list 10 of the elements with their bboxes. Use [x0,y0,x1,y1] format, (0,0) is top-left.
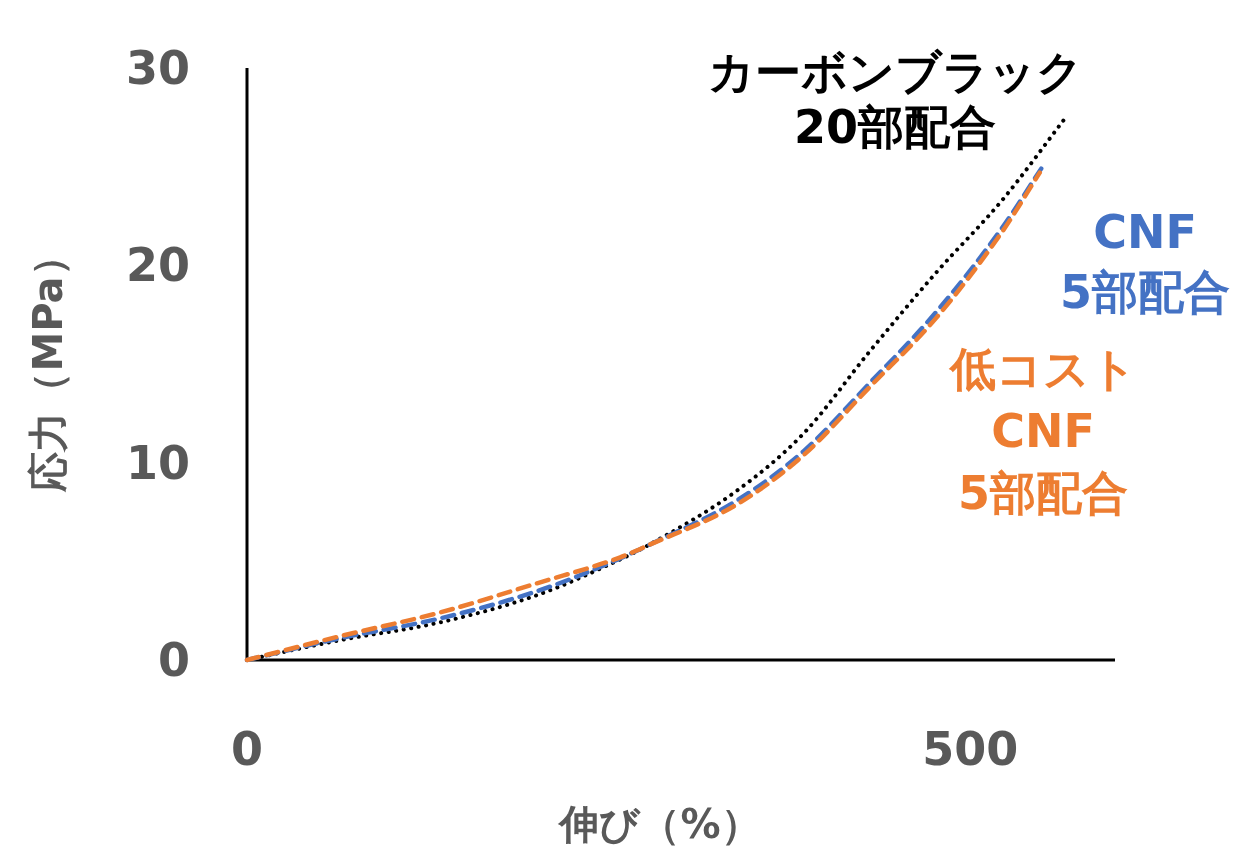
series-label: カーボンブラック 20部配合 [707,45,1083,154]
x-axis-title: 伸び（%） [557,801,761,847]
series-label: 低コスト CNF 5部配合 [947,342,1137,520]
y-tick-label: 30 [125,41,190,95]
y-tick-label: 20 [125,238,190,293]
series-label: CNF 5部配合 [1059,205,1231,319]
y-tick-label: 10 [125,435,190,490]
x-tick-label: 500 [922,722,1019,776]
y-tick-label: 0 [157,633,190,687]
y-axis-title: 応力（MPa） [25,236,71,493]
